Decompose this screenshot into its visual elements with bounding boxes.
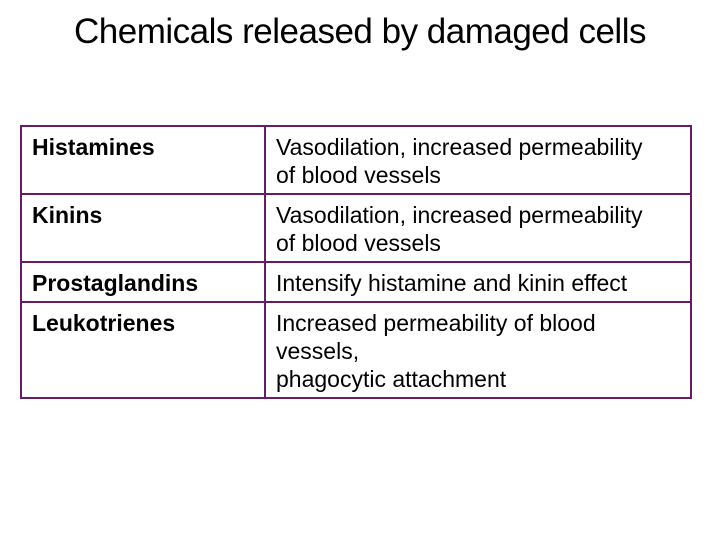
slide-title: Chemicals released by damaged cells — [74, 12, 646, 51]
chemical-name-cell: Kinins — [20, 193, 266, 263]
chemical-effect-cell: Vasodilation, increased permeability of … — [264, 193, 692, 263]
chemical-name-cell: Prostaglandins — [20, 261, 266, 303]
chemical-name-cell: Histamines — [20, 125, 266, 195]
chemical-effect-cell: Increased permeability of blood vessels,… — [264, 301, 692, 399]
chemicals-table-body: Histamines Vasodilation, increased perme… — [20, 125, 692, 399]
chemicals-table: Histamines Vasodilation, increased perme… — [20, 125, 692, 399]
table-row-histamines: Histamines Vasodilation, increased perme… — [20, 125, 692, 195]
chemical-name-cell: Leukotrienes — [20, 301, 266, 399]
table-row-leukotrienes: Leukotrienes Increased permeability of b… — [20, 301, 692, 399]
table-row-kinins: Kinins Vasodilation, increased permeabil… — [20, 193, 692, 263]
chemical-effect-cell: Vasodilation, increased permeability of … — [264, 125, 692, 195]
chemical-effect-cell: Intensify histamine and kinin effect — [264, 261, 692, 303]
table-row-prostaglandins: Prostaglandins Intensify histamine and k… — [20, 261, 692, 303]
